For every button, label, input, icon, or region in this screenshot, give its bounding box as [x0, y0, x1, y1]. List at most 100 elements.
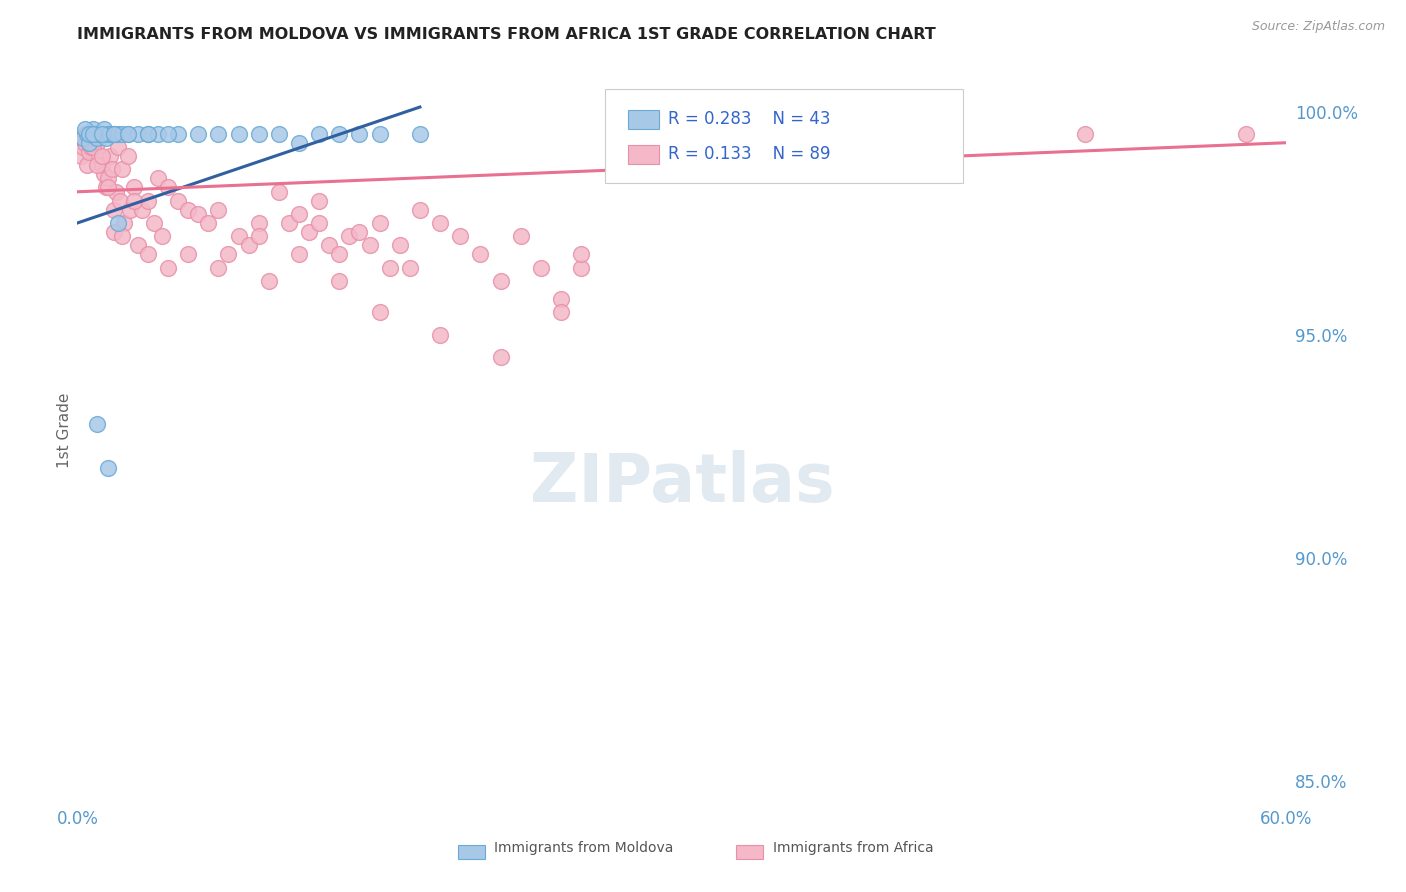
Point: [267, 127, 290, 141]
Point: [84, 127, 107, 141]
Point: [328, 274, 350, 288]
Point: [328, 247, 350, 261]
Point: [177, 247, 200, 261]
Point: [228, 229, 250, 244]
Point: [470, 247, 492, 261]
Point: [100, 162, 122, 177]
Point: [131, 202, 153, 217]
Point: [530, 260, 553, 275]
Point: [550, 305, 572, 319]
Point: [103, 202, 125, 217]
Point: [359, 238, 381, 252]
Point: [136, 127, 159, 141]
Y-axis label: 1st Grade: 1st Grade: [56, 392, 72, 468]
Point: [79, 136, 101, 150]
Text: R = 0.283    N = 43: R = 0.283 N = 43: [668, 110, 831, 128]
Point: [72, 140, 94, 154]
Point: [399, 260, 422, 275]
Point: [112, 216, 135, 230]
Point: [146, 171, 169, 186]
Point: [127, 238, 149, 252]
Point: [86, 417, 108, 431]
Point: [80, 127, 103, 141]
Point: [79, 145, 101, 159]
Point: [96, 180, 118, 194]
Point: [93, 167, 115, 181]
Point: [136, 194, 159, 208]
Point: [90, 149, 112, 163]
Point: [118, 202, 141, 217]
Point: [146, 127, 169, 141]
Point: [90, 158, 112, 172]
Point: [117, 127, 139, 141]
Point: [103, 225, 125, 239]
Point: [489, 274, 512, 288]
Point: [489, 350, 512, 364]
Point: [84, 127, 107, 141]
Point: [72, 131, 94, 145]
Point: [142, 216, 165, 230]
Point: [111, 127, 134, 141]
Point: [288, 207, 311, 221]
Point: [80, 140, 103, 154]
Point: [70, 149, 93, 163]
Point: [288, 247, 311, 261]
Point: [247, 127, 270, 141]
Point: [93, 122, 115, 136]
Point: [167, 127, 190, 141]
Point: [82, 140, 104, 154]
Point: [108, 194, 131, 208]
Point: [103, 127, 125, 141]
Point: [187, 207, 209, 221]
Point: [90, 127, 112, 141]
Text: ZIPatlas: ZIPatlas: [530, 450, 834, 516]
Point: [98, 149, 121, 163]
Point: [86, 136, 108, 150]
Point: [94, 180, 117, 194]
Point: [82, 127, 104, 141]
Point: [107, 140, 129, 154]
Point: [76, 127, 98, 141]
Bar: [458, 846, 485, 859]
Point: [104, 185, 127, 199]
Point: [107, 216, 129, 230]
Point: [157, 260, 180, 275]
Point: [167, 194, 190, 208]
Point: [89, 149, 111, 163]
Point: [550, 292, 572, 306]
Point: [339, 229, 360, 244]
Bar: [737, 846, 763, 859]
Point: [378, 260, 401, 275]
Point: [150, 229, 173, 244]
Point: [328, 127, 350, 141]
Point: [96, 171, 118, 186]
Point: [86, 158, 108, 172]
Point: [177, 202, 200, 217]
Point: [122, 180, 145, 194]
Point: [288, 136, 311, 150]
Point: [218, 247, 240, 261]
Point: [96, 461, 118, 475]
Point: [409, 202, 432, 217]
Point: [207, 127, 229, 141]
Point: [509, 229, 531, 244]
Point: [228, 127, 250, 141]
Point: [103, 127, 125, 141]
Point: [368, 216, 391, 230]
Point: [86, 131, 108, 145]
Point: [76, 158, 98, 172]
Point: [569, 260, 592, 275]
Point: [308, 216, 330, 230]
Point: [298, 225, 321, 239]
Point: [429, 216, 451, 230]
Point: [107, 127, 129, 141]
Point: [96, 127, 118, 141]
Point: [349, 225, 371, 239]
Text: IMMIGRANTS FROM MOLDOVA VS IMMIGRANTS FROM AFRICA 1ST GRADE CORRELATION CHART: IMMIGRANTS FROM MOLDOVA VS IMMIGRANTS FR…: [77, 27, 936, 42]
Point: [349, 127, 371, 141]
Point: [82, 122, 104, 136]
Point: [318, 238, 340, 252]
Point: [122, 194, 145, 208]
Point: [1234, 127, 1257, 141]
Point: [197, 216, 219, 230]
